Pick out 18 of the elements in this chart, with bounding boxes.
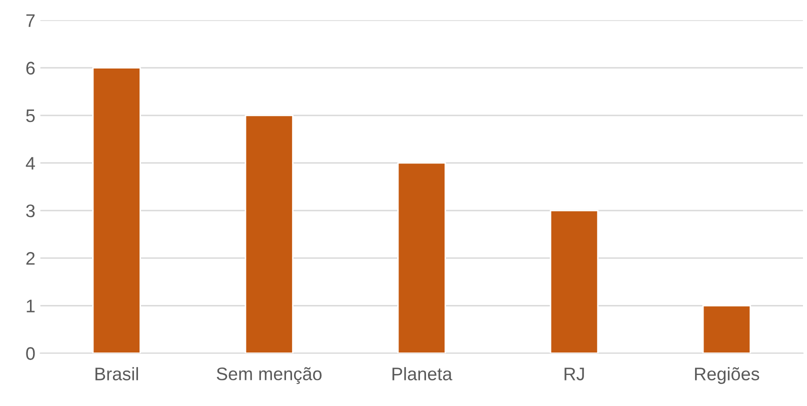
bar — [702, 304, 752, 354]
x-tick-label: RJ — [564, 368, 584, 380]
x-tick-label: Planeta — [392, 367, 452, 380]
y-tick-label: 2 — [26, 252, 35, 265]
y-tick-label: 4 — [26, 157, 35, 170]
y-tick-label: 0 — [26, 347, 35, 360]
y-tick-label: 5 — [26, 110, 35, 122]
x-tick-label: Brasil — [96, 367, 138, 380]
x-tick-label: Sem menção — [216, 367, 322, 384]
bar — [92, 67, 141, 354]
y-tick-label: 1 — [26, 300, 35, 312]
y-tick-label: 3 — [26, 204, 35, 218]
y-tick-label: 7 — [26, 14, 35, 27]
x-tick-label: Regiões — [695, 367, 760, 384]
bar — [244, 114, 294, 354]
y-tick-label: 6 — [26, 62, 35, 75]
bar — [397, 162, 446, 354]
bar — [550, 210, 599, 354]
